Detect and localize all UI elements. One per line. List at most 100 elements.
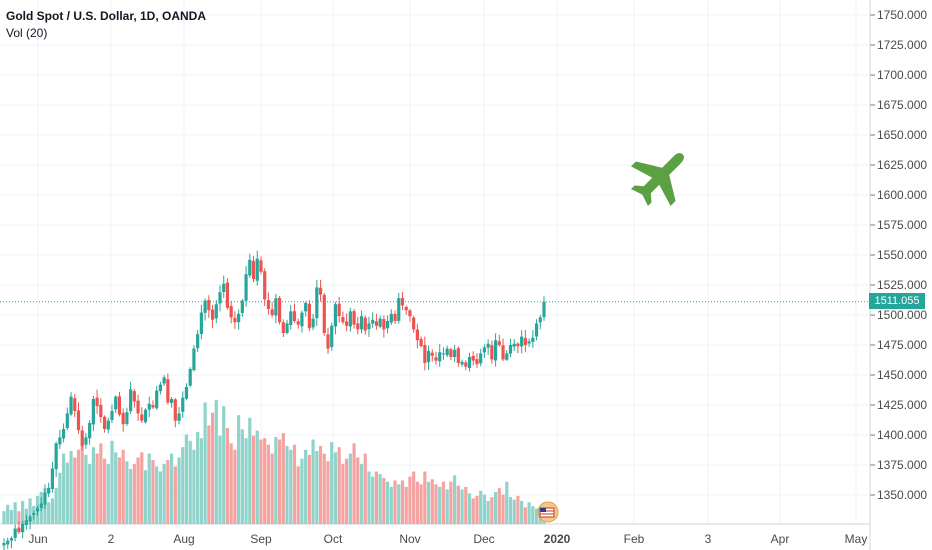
- volume-bar: [397, 484, 401, 524]
- volume-bar: [479, 490, 483, 524]
- volume-bar: [47, 502, 51, 524]
- volume-bar: [222, 406, 226, 524]
- volume-bar: [95, 453, 99, 524]
- volume-bar: [337, 447, 341, 524]
- chart-title: Gold Spot / U.S. Dollar, 1D, OANDA: [6, 9, 207, 23]
- volume-bar: [166, 460, 170, 524]
- volume-bar: [143, 470, 148, 524]
- volume-bar: [2, 511, 6, 524]
- volume-bar: [244, 438, 248, 524]
- volume-bar: [99, 443, 103, 524]
- candle-body: [188, 369, 192, 386]
- x-tick-label: Aug: [173, 532, 194, 546]
- candle-body: [389, 313, 393, 323]
- volume-bar: [192, 449, 196, 524]
- volume-bar: [121, 449, 125, 524]
- volume-bar: [430, 479, 434, 524]
- volume-bar: [486, 500, 490, 524]
- candle-body: [516, 343, 520, 347]
- candle-body: [259, 260, 263, 272]
- candle-body: [393, 313, 397, 321]
- candle-body: [270, 309, 274, 315]
- candle-body: [47, 487, 51, 494]
- us-flag-icon: [539, 507, 555, 518]
- volume-bar: [207, 425, 211, 524]
- volume-bar: [453, 475, 457, 524]
- volume-bar: [345, 458, 349, 524]
- candle-body: [91, 399, 95, 425]
- candle-body: [229, 306, 233, 318]
- volume-bar: [497, 488, 501, 524]
- candle-body: [382, 319, 386, 330]
- y-tick-label: 1550.000: [877, 248, 927, 262]
- x-tick-label: Apr: [771, 532, 790, 546]
- volume-bar: [21, 500, 25, 524]
- candle-body: [423, 344, 427, 363]
- y-tick-label: 1725.000: [877, 38, 927, 52]
- candle-body: [453, 349, 457, 358]
- candle-body: [147, 403, 151, 410]
- volume-bar: [28, 498, 32, 524]
- volume-bar: [136, 457, 140, 524]
- candle-body: [102, 416, 107, 429]
- candle-body: [367, 323, 371, 330]
- candle-body: [371, 319, 375, 324]
- y-tick-label: 1525.000: [877, 278, 927, 292]
- candle-body: [285, 323, 289, 333]
- candle-body: [460, 361, 464, 365]
- candle-body: [121, 412, 125, 425]
- volume-bar: [501, 494, 505, 524]
- volume-bar: [359, 463, 364, 524]
- candle-body: [214, 304, 218, 319]
- x-tick-label: May: [845, 532, 868, 546]
- volume-bar: [80, 444, 84, 524]
- volume-bar: [9, 509, 14, 524]
- volume-bar: [263, 438, 267, 524]
- candle-body: [177, 413, 181, 421]
- volume-bar: [91, 447, 95, 524]
- candle-body: [445, 348, 449, 356]
- candle-body: [225, 282, 230, 308]
- candle-body: [467, 357, 472, 369]
- volume-bar: [449, 481, 453, 524]
- volume-bar: [125, 461, 129, 524]
- candle-body: [374, 321, 379, 326]
- volume-bar: [277, 439, 282, 524]
- volume-bar: [378, 474, 382, 524]
- airplane-icon[interactable]: [620, 135, 703, 218]
- candle-body: [110, 411, 114, 420]
- candle-body: [28, 516, 32, 522]
- candle-body: [80, 430, 84, 446]
- volume-bar: [315, 451, 319, 524]
- volume-bar: [218, 435, 222, 524]
- candle-body: [493, 340, 498, 361]
- candle-body: [419, 338, 423, 347]
- volume-bar: [110, 440, 114, 524]
- y-tick-label: 1700.000: [877, 68, 927, 82]
- candle-body: [534, 323, 539, 337]
- candle-body: [434, 357, 438, 361]
- candle-body: [326, 334, 330, 349]
- volume-bar: [419, 484, 423, 524]
- volume-bar: [534, 508, 539, 524]
- volume-bar: [158, 471, 163, 524]
- candle-body: [456, 348, 460, 363]
- volume-bar: [441, 481, 446, 524]
- candle-body: [207, 300, 211, 311]
- volume-bar: [240, 429, 244, 524]
- candle-body: [240, 300, 244, 314]
- volume-bar: [270, 453, 274, 524]
- candle-body: [292, 311, 297, 321]
- candle-body: [132, 391, 136, 402]
- candle-body: [289, 311, 293, 325]
- volume-bar: [352, 443, 356, 524]
- volume-bar: [330, 442, 334, 524]
- volume-bar: [233, 449, 237, 524]
- volume-bar: [475, 495, 479, 524]
- volume-bar: [311, 439, 315, 524]
- volume-bar: [203, 402, 207, 524]
- candle-body: [404, 306, 408, 311]
- volume-bar: [248, 417, 252, 524]
- candle-body: [441, 353, 446, 355]
